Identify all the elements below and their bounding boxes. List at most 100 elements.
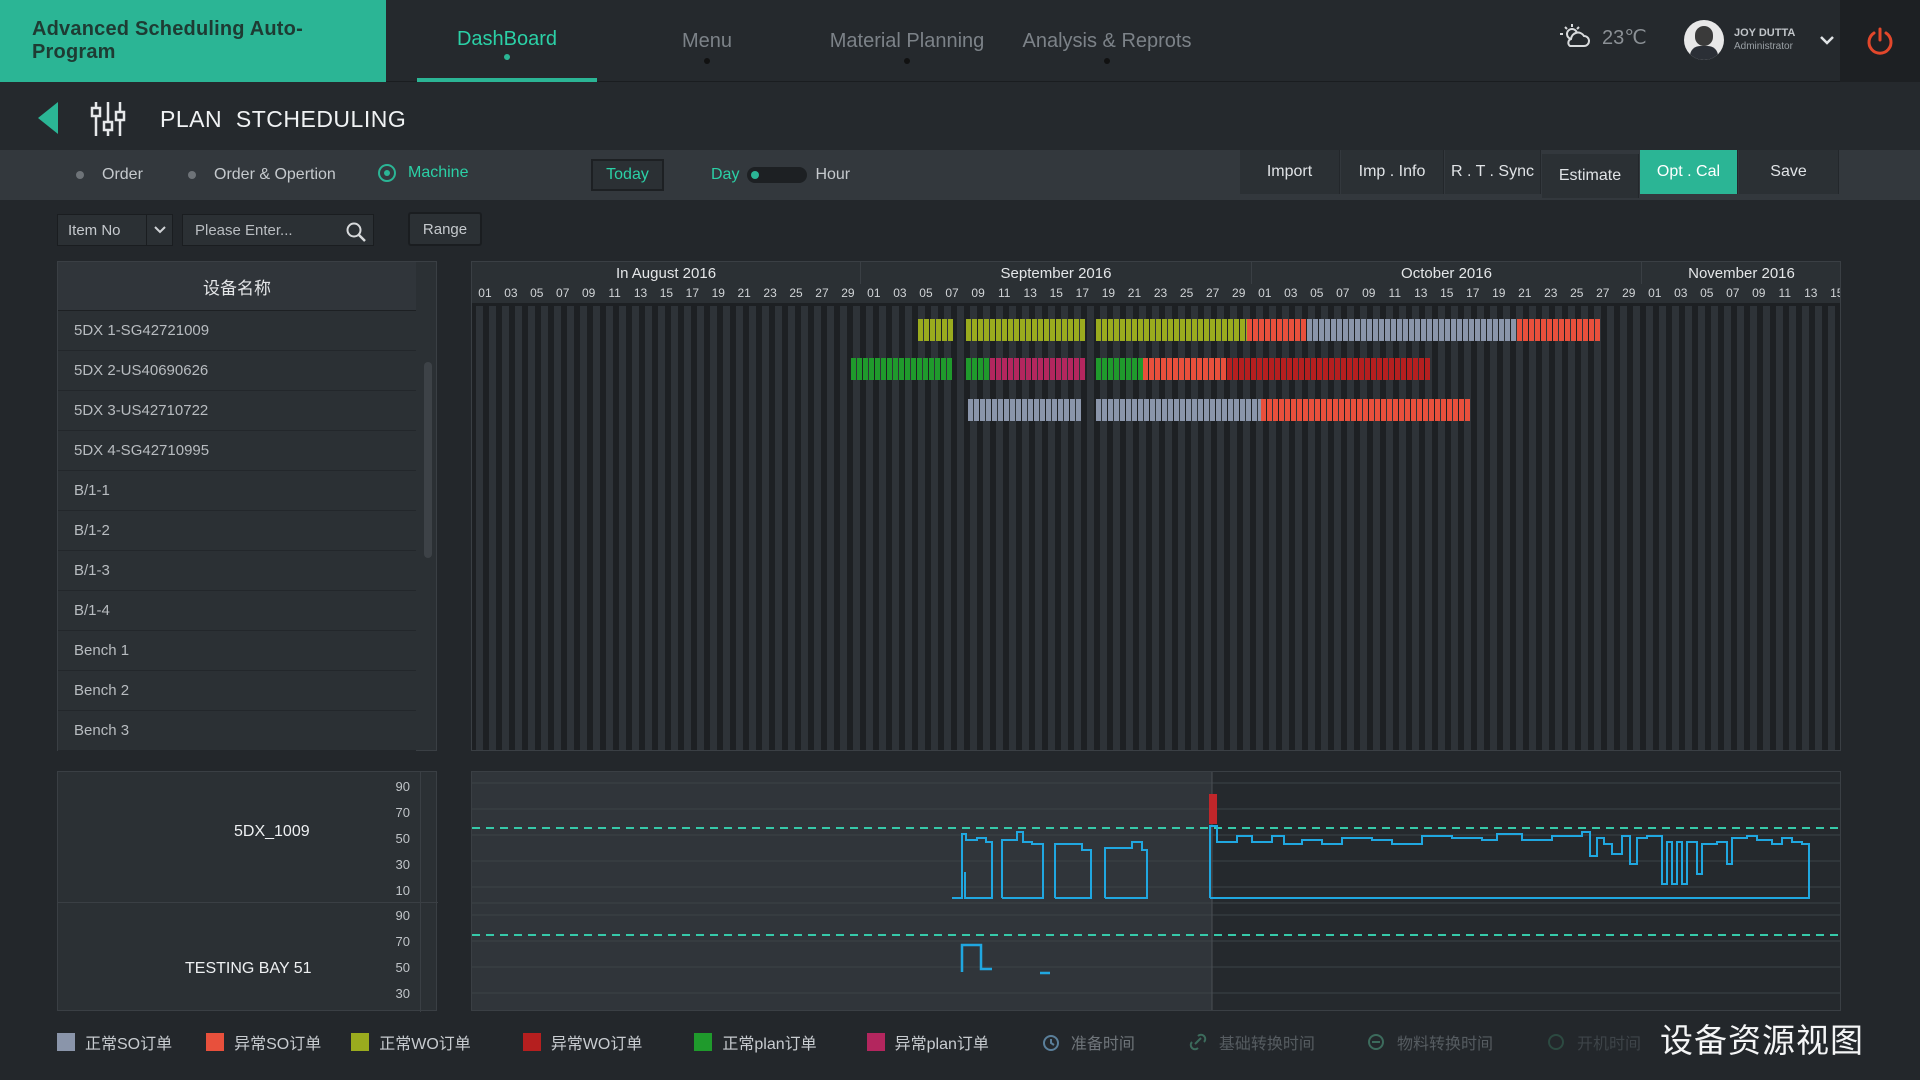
order-bar-normal-plan[interactable] xyxy=(947,358,952,380)
order-bar-abnormal-so[interactable] xyxy=(1203,358,1208,380)
order-bar-abnormal-so[interactable] xyxy=(1185,358,1190,380)
chevron-down-icon[interactable] xyxy=(1819,35,1835,45)
order-bar-normal-wo[interactable] xyxy=(1050,319,1055,341)
order-bar-abnormal-plan[interactable] xyxy=(1020,358,1025,380)
order-bar-normal-wo[interactable] xyxy=(1126,319,1131,341)
order-bar-abnormal-wo[interactable] xyxy=(1317,358,1322,380)
tab-menu[interactable]: Menu xyxy=(627,0,787,82)
order-bar-normal-wo[interactable] xyxy=(1228,319,1233,341)
order-bar-normal-wo[interactable] xyxy=(1162,319,1167,341)
order-bar-normal-wo[interactable] xyxy=(924,319,929,341)
order-bar-normal-wo[interactable] xyxy=(972,319,977,341)
import-button[interactable]: Import xyxy=(1240,150,1340,194)
order-bar-abnormal-plan[interactable] xyxy=(1068,358,1073,380)
order-bar-normal-wo[interactable] xyxy=(1002,319,1007,341)
order-bar-normal-so[interactable] xyxy=(1240,399,1245,421)
order-bar-normal-so[interactable] xyxy=(1463,319,1468,341)
order-bar-normal-plan[interactable] xyxy=(1120,358,1125,380)
order-bar-normal-so[interactable] xyxy=(1180,399,1185,421)
order-bar-normal-wo[interactable] xyxy=(1186,319,1191,341)
order-bar-normal-wo[interactable] xyxy=(1234,319,1239,341)
order-bar-abnormal-plan[interactable] xyxy=(1050,358,1055,380)
order-bar-normal-so[interactable] xyxy=(1505,319,1510,341)
order-bar-normal-plan[interactable] xyxy=(869,358,874,380)
order-bar-abnormal-wo[interactable] xyxy=(1383,358,1388,380)
order-bar-normal-so[interactable] xyxy=(1361,319,1366,341)
order-bar-normal-plan[interactable] xyxy=(1126,358,1131,380)
order-bar-normal-wo[interactable] xyxy=(978,319,983,341)
order-bar-abnormal-so[interactable] xyxy=(1301,319,1306,341)
order-bar-abnormal-so[interactable] xyxy=(1179,358,1184,380)
order-bar-abnormal-so[interactable] xyxy=(1273,399,1278,421)
order-bar-abnormal-so[interactable] xyxy=(1173,358,1178,380)
order-bar-normal-wo[interactable] xyxy=(1216,319,1221,341)
order-bar-normal-so[interactable] xyxy=(1421,319,1426,341)
order-bar-abnormal-so[interactable] xyxy=(1259,319,1264,341)
order-bar-normal-plan[interactable] xyxy=(941,358,946,380)
order-bar-normal-so[interactable] xyxy=(1307,319,1312,341)
order-bar-abnormal-so[interactable] xyxy=(1309,399,1314,421)
order-bar-normal-plan[interactable] xyxy=(984,358,989,380)
order-bar-abnormal-so[interactable] xyxy=(1143,358,1148,380)
order-bar-abnormal-so[interactable] xyxy=(1339,399,1344,421)
order-bar-abnormal-so[interactable] xyxy=(1381,399,1386,421)
order-bar-abnormal-so[interactable] xyxy=(1553,319,1558,341)
search-field[interactable] xyxy=(182,214,374,246)
order-bar-normal-so[interactable] xyxy=(1439,319,1444,341)
equipment-list-item[interactable]: B/1-4 xyxy=(58,591,416,631)
order-bar-abnormal-so[interactable] xyxy=(1559,319,1564,341)
order-bar-abnormal-so[interactable] xyxy=(1375,399,1380,421)
order-bar-normal-so[interactable] xyxy=(1052,399,1057,421)
order-bar-abnormal-so[interactable] xyxy=(1529,319,1534,341)
order-bar-normal-plan[interactable] xyxy=(893,358,898,380)
order-bar-abnormal-so[interactable] xyxy=(1589,319,1594,341)
order-bar-normal-wo[interactable] xyxy=(1132,319,1137,341)
order-bar-abnormal-so[interactable] xyxy=(1405,399,1410,421)
order-bar-normal-so[interactable] xyxy=(1102,399,1107,421)
order-bar-abnormal-so[interactable] xyxy=(1253,319,1258,341)
order-bar-normal-plan[interactable] xyxy=(875,358,880,380)
order-bar-normal-plan[interactable] xyxy=(978,358,983,380)
today-button[interactable]: Today xyxy=(591,159,664,191)
back-arrow-icon[interactable] xyxy=(38,102,58,134)
order-bar-normal-wo[interactable] xyxy=(1102,319,1107,341)
order-bar-normal-so[interactable] xyxy=(998,399,1003,421)
order-bar-normal-so[interactable] xyxy=(1493,319,1498,341)
order-bar-normal-plan[interactable] xyxy=(923,358,928,380)
order-bar-normal-wo[interactable] xyxy=(1074,319,1079,341)
order-bar-normal-so[interactable] xyxy=(1373,319,1378,341)
order-bar-normal-so[interactable] xyxy=(1108,399,1113,421)
order-bar-normal-so[interactable] xyxy=(974,399,979,421)
order-bar-abnormal-plan[interactable] xyxy=(1008,358,1013,380)
order-bar-normal-so[interactable] xyxy=(1385,319,1390,341)
order-bar-abnormal-so[interactable] xyxy=(1547,319,1552,341)
order-bar-abnormal-plan[interactable] xyxy=(1032,358,1037,380)
order-bar-normal-so[interactable] xyxy=(1355,319,1360,341)
order-bar-abnormal-plan[interactable] xyxy=(1074,358,1079,380)
order-bar-abnormal-wo[interactable] xyxy=(1413,358,1418,380)
order-bar-abnormal-so[interactable] xyxy=(1167,358,1172,380)
order-bar-normal-so[interactable] xyxy=(986,399,991,421)
equipment-list-item[interactable]: Bench 1 xyxy=(58,631,416,671)
tab-material-planning[interactable]: Material Planning xyxy=(812,0,1002,82)
order-bar-normal-so[interactable] xyxy=(1319,319,1324,341)
order-bar-normal-wo[interactable] xyxy=(1038,319,1043,341)
order-bar-abnormal-wo[interactable] xyxy=(1275,358,1280,380)
order-bar-abnormal-wo[interactable] xyxy=(1365,358,1370,380)
order-bar-normal-so[interactable] xyxy=(1070,399,1075,421)
power-button[interactable] xyxy=(1840,0,1920,82)
order-bar-normal-so[interactable] xyxy=(1222,399,1227,421)
order-bar-normal-plan[interactable] xyxy=(972,358,977,380)
order-bar-normal-wo[interactable] xyxy=(1120,319,1125,341)
order-bar-abnormal-so[interactable] xyxy=(1429,399,1434,421)
order-bar-normal-so[interactable] xyxy=(1475,319,1480,341)
scrollbar[interactable] xyxy=(424,362,432,558)
order-bar-normal-wo[interactable] xyxy=(1210,319,1215,341)
order-bar-normal-so[interactable] xyxy=(968,399,973,421)
order-bar-abnormal-so[interactable] xyxy=(1595,319,1600,341)
order-bar-normal-so[interactable] xyxy=(1258,399,1263,421)
order-bar-normal-wo[interactable] xyxy=(1198,319,1203,341)
order-bar-abnormal-wo[interactable] xyxy=(1269,358,1274,380)
order-bar-normal-so[interactable] xyxy=(1331,319,1336,341)
order-bar-abnormal-so[interactable] xyxy=(1333,399,1338,421)
